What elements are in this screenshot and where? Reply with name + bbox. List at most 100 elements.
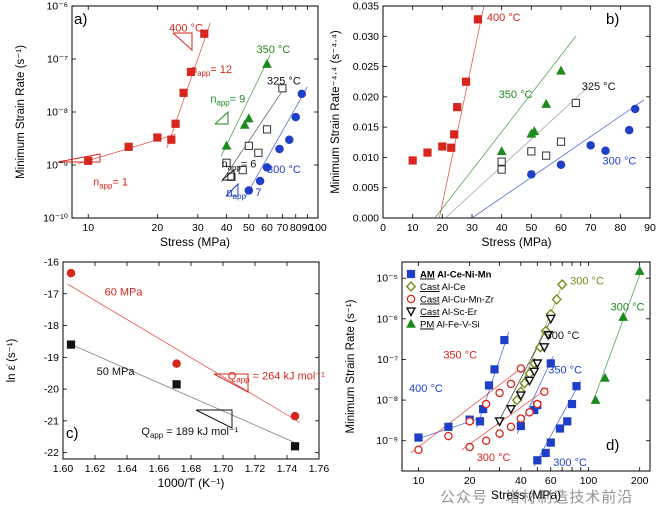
annotation-label: 350 °C (443, 350, 477, 362)
annotation-label: 300 °C (603, 156, 637, 168)
y-tick-label: 10⁻⁷ (47, 54, 68, 66)
data-point (167, 135, 176, 144)
x-tick-label: 30 (192, 222, 204, 234)
x-tick-label: 80 (614, 222, 626, 234)
data-point (172, 359, 181, 368)
fit-line (410, 365, 525, 454)
data-point (542, 151, 551, 160)
data-point (539, 343, 550, 353)
annotation-label: 300 °C (553, 457, 587, 469)
panel-label: b) (606, 11, 619, 28)
y-tick-label: 10⁻⁷ (377, 354, 398, 366)
x-tick-label: 1.62 (85, 463, 106, 475)
data-point (444, 431, 453, 441)
annotation-text: 300 °C (553, 457, 587, 469)
data-point (475, 417, 485, 426)
slope-triangle (195, 409, 233, 429)
annotation-label: 60 MPa (105, 286, 144, 298)
data-point (529, 126, 540, 136)
data-point (546, 359, 555, 368)
legend-name: Al-Ce-Ni-Mn (435, 270, 492, 281)
data-point (600, 372, 610, 382)
data-point (297, 89, 307, 99)
slope-triangle (214, 110, 229, 125)
annotation-label: 400 °C (487, 12, 521, 24)
data-point (66, 340, 76, 349)
data-point (495, 429, 504, 438)
annotation-subscript: app (197, 69, 211, 78)
y-tick-label: 10⁻⁹ (46, 160, 68, 172)
data-series (221, 58, 272, 150)
data-point (556, 65, 566, 75)
data-point (540, 387, 549, 397)
x-axis-label: Stress (MPa) (160, 235, 230, 249)
y-tick-label: 10⁻⁸ (376, 395, 398, 407)
annotation-text: 350 °C (257, 44, 291, 56)
data-point (84, 156, 93, 165)
x-tick-label: 1.64 (117, 463, 138, 475)
data-point (543, 330, 554, 341)
legend-prefix: AM (420, 270, 435, 281)
data-series (533, 382, 581, 465)
x-tick-label: 0 (380, 222, 386, 234)
annotation-label: Qapp = 264 kJ mol⁻¹ (228, 371, 325, 385)
data-point (285, 135, 294, 144)
data-point (465, 442, 474, 452)
data-point (506, 422, 516, 432)
data-point (532, 359, 543, 369)
data-point (255, 176, 265, 186)
fit-line (221, 54, 271, 156)
annotation-tail: = 7 (246, 187, 262, 199)
annotation-text: n (93, 177, 99, 189)
fit-line (445, 84, 591, 218)
data-point (490, 365, 499, 374)
data-point (238, 166, 247, 175)
data-series (414, 335, 509, 442)
annotation-label: napp= 7 (227, 187, 262, 201)
data-point (551, 294, 562, 305)
chart-panel-3: 1.60 1.62 1.64 1.66 1.68 1.70 1.72 1.74 1.76 -22 -… (6, 257, 329, 491)
fit-line (471, 99, 645, 218)
x-tick-label: 1.74 (277, 463, 298, 475)
y-tick-label: -22 (44, 447, 59, 459)
annotation-text: 325 °C (267, 76, 301, 88)
slope-triangle (172, 32, 193, 52)
x-tick-label: 40 (221, 222, 233, 234)
chart-panel-4: 10 20 40 60 100 200 10⁻⁹ 10⁻⁸ 10⁻⁷ 10⁻⁶ 10⁻⁵ Stress… (345, 261, 651, 502)
x-tick-label: 50 (525, 222, 537, 234)
x-tick-label: 30 (466, 222, 478, 234)
data-point (571, 98, 580, 108)
y-axis-label: Minimum Strain Rate (s⁻¹) (345, 299, 357, 433)
annotation-label: napp= 12 (191, 64, 232, 78)
data-point (630, 104, 640, 114)
slope-triangle (225, 182, 239, 197)
annotation-subscript: app (150, 431, 164, 440)
y-tick-label: 0.005 (353, 182, 379, 194)
data-series (66, 268, 300, 421)
data-point (516, 364, 526, 373)
data-point (262, 163, 272, 172)
data-point (244, 141, 253, 150)
data-point (556, 279, 568, 290)
data-series (494, 314, 556, 427)
data-point (444, 422, 453, 431)
data-point (172, 380, 181, 389)
data-point (243, 113, 254, 123)
data-point (171, 119, 180, 128)
data-point (262, 58, 272, 68)
annotation-text: n (191, 64, 197, 76)
legend-name: Al-Fe-V-Si (434, 320, 479, 331)
x-tick-label: 1.70 (213, 463, 234, 475)
legend-prefix: Cast (420, 282, 440, 293)
fit-line (461, 387, 549, 451)
data-point (527, 170, 536, 179)
annotation-label: 325 °C (582, 81, 616, 93)
x-tick-label: 70 (277, 222, 289, 234)
annotation-text: 300 °C (267, 164, 301, 176)
data-point (447, 143, 456, 152)
data-point (516, 414, 526, 423)
data-point (555, 424, 565, 433)
data-point (533, 399, 542, 409)
x-tick-label: 60 (545, 475, 557, 487)
